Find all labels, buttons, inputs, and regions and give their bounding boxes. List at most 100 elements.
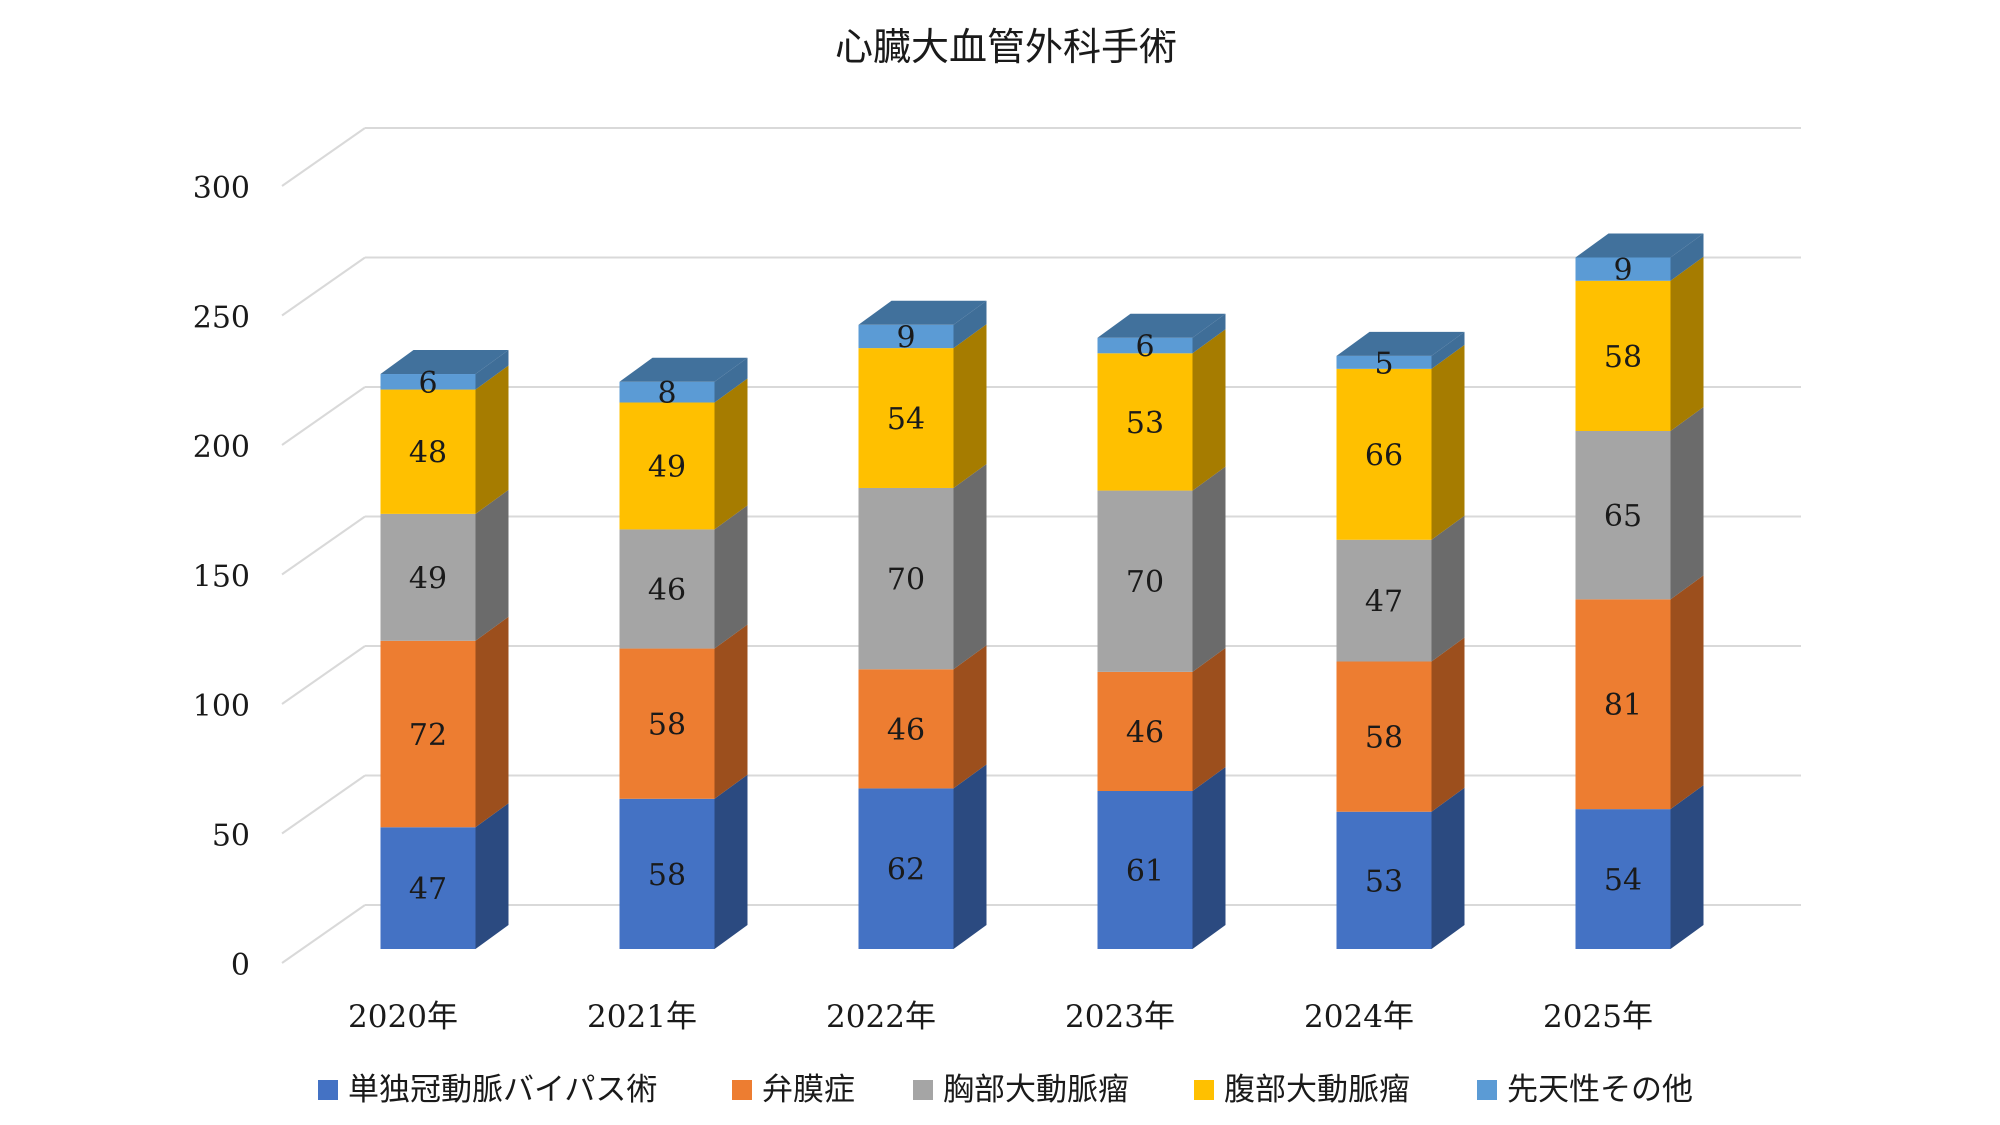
bar-segment [619, 529, 715, 649]
gridline-side [281, 515, 366, 576]
data-label: 49 [648, 450, 686, 485]
data-label: 62 [887, 853, 925, 888]
bar-segment-side [1670, 256, 1704, 431]
bar-segment-side [714, 624, 748, 799]
bar-stack: 53 58 47 66 5 [1336, 331, 1465, 949]
bar-segment-side [475, 350, 509, 390]
bar-segment-side [1192, 767, 1226, 949]
x-tick-label: 2021年 [587, 999, 697, 1035]
bar-top [1575, 233, 1704, 258]
bar-segment-side [475, 616, 509, 828]
y-tick-label: 300 [193, 171, 250, 206]
y-tick-label: 250 [193, 301, 250, 336]
bar-segment-side [714, 774, 748, 949]
bar-segment-side [1670, 575, 1704, 810]
legend-swatch [732, 1080, 752, 1100]
bar-segment [619, 798, 715, 949]
data-label: 46 [648, 573, 686, 608]
data-label: 46 [1126, 715, 1164, 750]
bar-segment [1575, 431, 1671, 600]
data-label: 9 [1613, 253, 1632, 288]
bar-segment [1575, 809, 1671, 949]
legend-item: 単独冠動脈バイパス術 [318, 1072, 657, 1108]
gridline-side [281, 904, 366, 964]
bar-top [1097, 313, 1226, 338]
legend: 単独冠動脈バイパス術 弁膜症 胸部大動脈瘤 腹部大動脈瘤 先天性その他 [318, 1072, 1693, 1108]
bar-segment [380, 640, 476, 828]
bar-segment-side [475, 365, 509, 514]
bar-segment [858, 788, 954, 949]
data-label: 58 [1365, 721, 1403, 756]
data-label: 54 [1604, 863, 1642, 898]
data-label: 58 [648, 708, 686, 743]
bar-segment [380, 513, 476, 641]
data-label: 53 [1126, 406, 1164, 441]
y-axis: 0 50 100 150 200 250 300 [193, 171, 250, 983]
bar-segment-side [1431, 637, 1465, 812]
bar-segment-side [1431, 787, 1465, 949]
data-label: 66 [1365, 438, 1403, 473]
data-label: 81 [1604, 688, 1642, 723]
bar-stack: 47 72 49 48 6 [380, 350, 509, 949]
bar-segment-side [1192, 647, 1226, 792]
bar-segment [1336, 661, 1432, 812]
bar-segment [380, 389, 476, 514]
bar-segment [1575, 257, 1671, 281]
bar-segment [1575, 280, 1671, 431]
data-label: 47 [1365, 585, 1403, 620]
gridline-side [281, 645, 366, 705]
bar-top [1336, 331, 1465, 356]
data-label: 58 [648, 858, 686, 893]
bar-segment-side [714, 357, 748, 403]
bar-stack: 58 58 46 49 8 [619, 357, 748, 949]
bar-segment [1336, 539, 1432, 662]
x-tick-label: 2022年 [826, 999, 936, 1035]
bar-stack: 54 81 65 58 9 [1575, 233, 1704, 949]
bar-segment-side [1192, 313, 1226, 354]
bar-segment [380, 374, 476, 390]
data-label: 9 [896, 320, 915, 355]
bar-segment-side [714, 505, 748, 649]
x-tick-label: 2025年 [1543, 999, 1653, 1035]
bar-segment [1097, 490, 1193, 672]
bar-segment-side [475, 803, 509, 949]
gridline-side [281, 774, 366, 835]
x-tick-label: 2024年 [1304, 999, 1414, 1035]
gridlines [281, 127, 1801, 964]
bar-segment-side [1670, 785, 1704, 949]
bar-segment-side [1670, 233, 1704, 281]
bar-segment-side [953, 645, 987, 789]
bar-segment [1336, 368, 1432, 540]
bar-segment [1097, 353, 1193, 491]
bar-segment-side [953, 463, 987, 670]
bar-top [619, 357, 748, 382]
data-label: 72 [409, 718, 447, 753]
data-label: 70 [1126, 565, 1164, 600]
bar-segment-side [1670, 407, 1704, 600]
legend-item: 弁膜症 [732, 1072, 855, 1108]
bar-segment [619, 402, 715, 530]
data-label: 6 [418, 366, 437, 401]
bar-stack: 62 46 70 54 9 [858, 300, 987, 949]
y-tick-label: 150 [193, 560, 250, 595]
bar-segment [1336, 355, 1432, 369]
data-label: 6 [1135, 330, 1154, 365]
legend-item: 先天性その他 [1477, 1072, 1693, 1108]
bar-segment-side [1431, 344, 1465, 540]
x-tick-label: 2023年 [1065, 999, 1175, 1035]
bar-segment [380, 827, 476, 949]
bar-segment [1097, 337, 1193, 354]
bar-segment-side [1431, 515, 1465, 662]
bar-segment [1097, 671, 1193, 792]
gridline-side [281, 256, 366, 317]
bar-segment-side [953, 764, 987, 949]
data-label: 54 [887, 402, 925, 437]
bar-segment-side [1192, 329, 1226, 491]
data-label: 58 [1604, 340, 1642, 375]
bar-segment [1575, 599, 1671, 810]
data-label: 53 [1365, 864, 1403, 899]
legend-label: 胸部大動脈瘤 [943, 1072, 1129, 1108]
legend-item: 胸部大動脈瘤 [913, 1072, 1129, 1108]
bars: 4772494865858464986246705496146705365358… [380, 233, 1704, 949]
